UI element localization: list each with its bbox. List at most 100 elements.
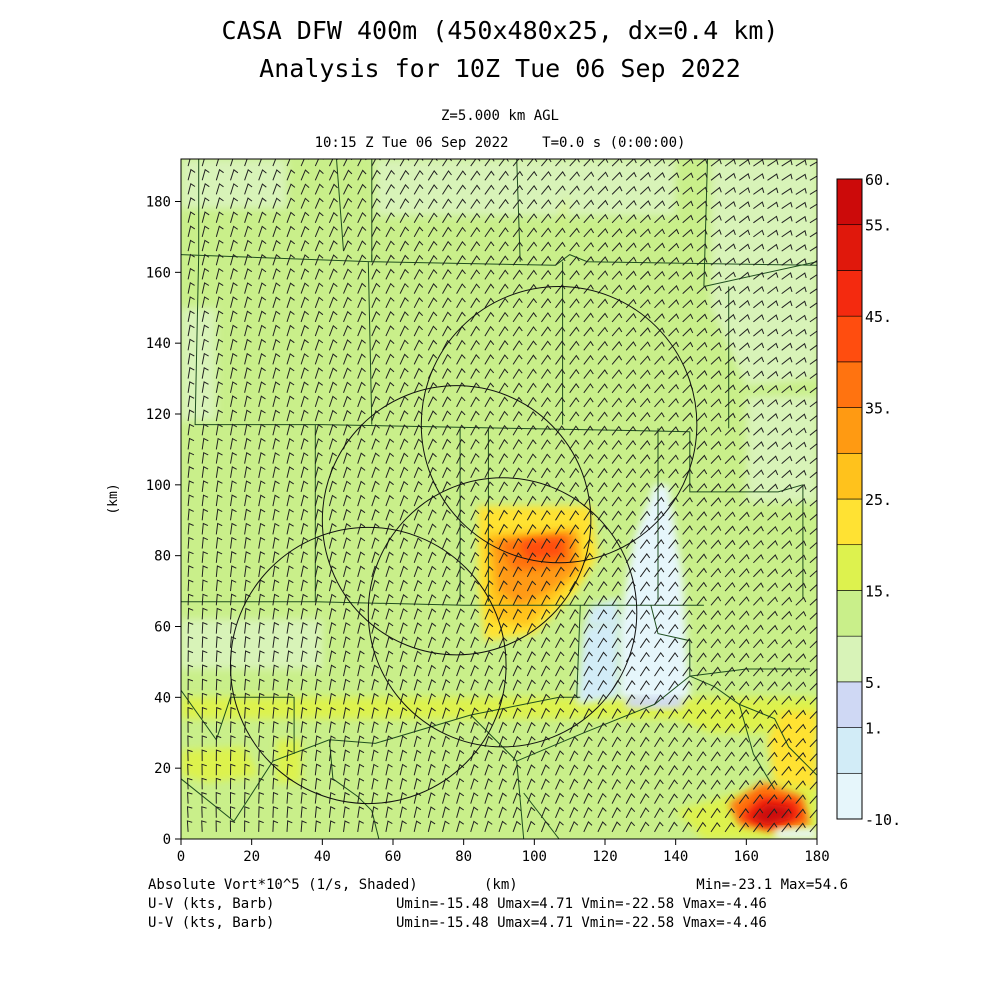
wind-barb-146 — [230, 791, 236, 804]
wind-barb-234 — [244, 225, 253, 238]
wind-barb-682 — [385, 678, 394, 691]
wind-barb-1864 — [724, 257, 736, 266]
colorbar-segment-4 — [836, 590, 863, 637]
wind-barb-517 — [328, 296, 338, 308]
wind-barb-743 — [399, 494, 409, 507]
wind-barb-319 — [272, 381, 281, 393]
wind-barb-1983 — [767, 610, 778, 620]
wind-barb-2092 — [795, 427, 807, 436]
wind-barb-1082 — [498, 453, 509, 464]
wind-barb-1100 — [498, 198, 509, 209]
wind-barb-2086 — [795, 512, 807, 521]
wind-barb-380 — [286, 197, 296, 209]
wind-barb-1092 — [498, 311, 509, 323]
wind-barb-540 — [343, 650, 351, 663]
wind-barb-101 — [215, 749, 222, 762]
wind-barb-77 — [201, 409, 209, 422]
wind-barb-63 — [201, 607, 208, 620]
colorbar-segment-0 — [836, 772, 863, 820]
wind-barb-1955 — [753, 328, 765, 337]
wind-barb-1227 — [540, 439, 551, 450]
wind-barb-548 — [343, 537, 351, 549]
wind-barb-1125 — [512, 523, 523, 535]
wind-barb-138 — [215, 225, 224, 238]
wind-barb-2106 — [795, 229, 807, 238]
wind-barb-895 — [442, 382, 452, 394]
wind-barb-346 — [286, 678, 294, 691]
wind-barb-1750 — [696, 511, 708, 521]
colorbar-segment-3 — [836, 635, 863, 683]
wind-barb-1093 — [498, 297, 509, 309]
wind-barb-82 — [201, 338, 209, 351]
wind-barb-142 — [215, 168, 224, 181]
wind-barb-1414 — [597, 510, 608, 521]
wind-barb-942 — [456, 396, 466, 408]
wind-barb-2155 — [809, 217, 817, 224]
wind-barb-1161 — [526, 693, 536, 705]
wind-barb-1909 — [738, 299, 750, 309]
wind-barb-1420 — [597, 425, 608, 436]
y-tick-label-100: 100 — [146, 478, 171, 494]
wind-barb-1012 — [484, 764, 493, 776]
wind-barb-1205 — [540, 750, 550, 762]
wind-barb-924 — [456, 650, 465, 663]
wind-barb-1457 — [611, 581, 622, 592]
wind-barb-637 — [371, 636, 380, 648]
wind-barb-699 — [385, 438, 395, 450]
wind-barb-1195 — [526, 213, 538, 224]
wind-barb-1047 — [484, 269, 495, 280]
wind-barb-1676 — [668, 200, 680, 209]
wind-barb-29 — [187, 409, 195, 422]
wind-barb-326 — [272, 282, 281, 294]
wind-barb-1993 — [767, 469, 779, 479]
wind-barb-2066 — [795, 794, 806, 804]
wind-barb-426 — [300, 225, 310, 238]
wind-barb-40 — [187, 253, 195, 266]
wind-barb-1560 — [639, 482, 651, 493]
wind-barb-1948 — [753, 427, 764, 436]
wind-barb-1062 — [498, 735, 508, 748]
wind-barb-1483 — [611, 213, 623, 224]
boundary-line-6 — [371, 254, 817, 266]
wind-barb-114 — [215, 565, 223, 577]
wind-barb-622 — [357, 169, 367, 181]
wind-barb-799 — [413, 381, 423, 394]
wind-barb-1302 — [569, 736, 579, 748]
wind-barb-873 — [442, 693, 451, 705]
wind-barb-1231 — [540, 382, 551, 394]
wind-barb-269 — [258, 409, 266, 422]
wind-barb-1915 — [738, 215, 751, 224]
wind-barb-1274 — [555, 453, 565, 464]
wind-barb-1160 — [526, 707, 536, 719]
wind-barb-280 — [258, 253, 267, 266]
colorbar-segment-10 — [836, 315, 863, 363]
wind-barb-1162 — [526, 679, 536, 691]
wind-barb-641 — [371, 579, 380, 592]
wind-barb-404 — [300, 536, 309, 549]
wind-barb-779 — [413, 664, 422, 677]
wind-barb-564 — [343, 310, 352, 323]
wind-barb-1877 — [738, 751, 750, 762]
wind-barb-1095 — [498, 269, 509, 280]
wind-barb-1089 — [498, 354, 509, 365]
wind-barb-673 — [385, 806, 393, 818]
wind-barb-302 — [272, 621, 280, 634]
wind-barb-2093 — [795, 413, 807, 422]
wind-barb-5 — [187, 749, 193, 762]
shaded-field — [181, 159, 817, 839]
wind-barb-549 — [343, 522, 351, 535]
wind-barb-601 — [357, 466, 366, 478]
wind-barb-678 — [385, 735, 393, 748]
wind-barb-1287 — [555, 269, 566, 280]
radar-ring-0 — [321, 385, 592, 656]
wind-barb-1381 — [583, 298, 594, 309]
wind-barb-296 — [272, 706, 279, 719]
wind-barb-258 — [258, 565, 266, 577]
wind-barb-847 — [427, 382, 438, 394]
wind-barb-1138 — [512, 340, 523, 351]
wind-barb-294 — [272, 735, 279, 747]
wind-barb-909 — [442, 184, 452, 195]
wind-barb-455 — [314, 494, 323, 507]
shaded-region-2 — [181, 307, 217, 422]
wind-barb-491 — [328, 664, 337, 677]
